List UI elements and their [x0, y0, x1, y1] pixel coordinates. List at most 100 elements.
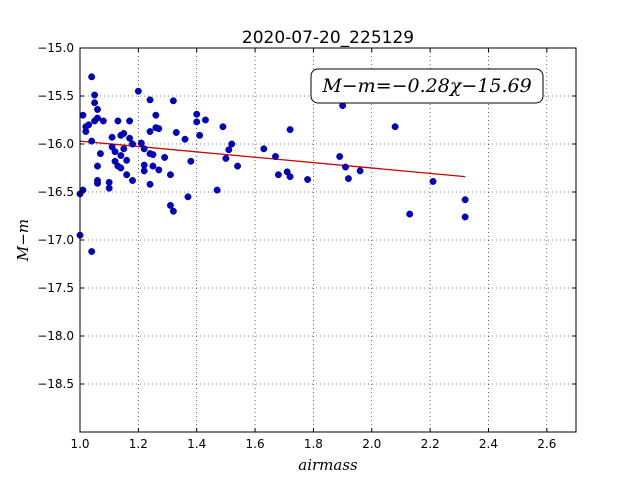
data-point	[286, 126, 294, 134]
data-point	[169, 97, 177, 105]
data-point	[304, 176, 312, 183]
data-point	[134, 87, 142, 95]
x-tick-label: 2.6	[537, 437, 556, 451]
y-tick-label: −18.0	[37, 329, 74, 343]
data-point	[461, 213, 469, 221]
data-point	[181, 135, 189, 143]
axis-ticks: 1.0 1.2 1.4 1.6 1.8 2.0 2.2 2.4 2.6 −15.0 −15.5 −16…	[37, 41, 576, 451]
data-point	[149, 151, 157, 159]
data-point	[228, 140, 236, 148]
y-tick-label: −17.5	[37, 281, 74, 295]
data-point	[91, 91, 99, 99]
data-point	[146, 96, 154, 104]
data-point	[94, 179, 101, 187]
data-point	[336, 153, 344, 160]
data-point	[137, 139, 145, 147]
data-point	[120, 145, 128, 153]
y-tick-label: −16.0	[37, 137, 74, 151]
data-point	[234, 162, 242, 170]
data-point	[219, 123, 227, 131]
y-tick-label: −16.5	[37, 185, 74, 199]
data-point	[172, 129, 180, 136]
data-point	[91, 99, 99, 107]
fit-equation-frame	[310, 68, 544, 104]
data-point	[149, 162, 157, 170]
data-point	[105, 178, 113, 186]
data-point	[114, 117, 122, 125]
data-points	[76, 73, 469, 255]
data-point	[94, 114, 101, 122]
data-point	[140, 145, 148, 153]
x-tick-label: 2.2	[421, 437, 440, 451]
data-point	[129, 177, 136, 184]
data-point	[105, 184, 113, 192]
y-tick-label: −18.5	[37, 377, 74, 391]
y-tick-label: −15.0	[37, 41, 74, 55]
data-point	[120, 129, 128, 137]
data-point	[342, 163, 349, 171]
data-point	[146, 128, 154, 135]
data-point	[96, 150, 104, 158]
data-point	[123, 156, 131, 164]
data-point	[187, 157, 195, 165]
data-point	[225, 146, 233, 154]
data-point	[99, 117, 107, 125]
data-point	[155, 166, 163, 174]
x-tick-label: 1.4	[187, 437, 206, 451]
data-point	[88, 248, 96, 255]
data-point	[126, 117, 134, 125]
data-point	[260, 145, 268, 153]
data-point	[344, 175, 352, 183]
data-point	[274, 171, 282, 179]
x-tick-label: 1.2	[129, 437, 148, 451]
data-point	[166, 201, 174, 209]
data-point	[129, 140, 136, 148]
data-point	[202, 116, 209, 124]
data-point	[166, 171, 174, 179]
y-tick-label: −17.0	[37, 233, 74, 247]
data-point	[88, 137, 96, 145]
x-tick-label: 1.6	[246, 437, 265, 451]
data-point	[117, 152, 125, 159]
data-point	[222, 154, 230, 162]
fit-equation: M−m=−0.28χ−15.69	[321, 75, 531, 97]
data-point	[161, 153, 169, 161]
x-axis-label: airmass	[298, 456, 358, 474]
data-point	[126, 134, 134, 142]
data-point	[461, 196, 469, 204]
data-point	[213, 186, 221, 194]
data-point	[79, 111, 87, 119]
data-point	[193, 110, 201, 118]
data-point	[169, 207, 177, 215]
x-tick-label: 1.8	[304, 437, 323, 451]
data-point	[152, 111, 160, 119]
data-point	[146, 180, 154, 188]
data-point	[193, 118, 201, 126]
data-point	[406, 210, 414, 218]
data-point	[123, 171, 131, 179]
chart-title: 2020-07-20_225129	[242, 28, 414, 48]
data-point	[117, 164, 125, 172]
data-point	[196, 131, 204, 139]
data-point	[88, 73, 96, 81]
data-point	[286, 173, 294, 181]
x-tick-label: 2.0	[362, 437, 381, 451]
grid	[79, 47, 576, 432]
data-point	[391, 123, 399, 131]
data-point	[155, 125, 163, 133]
data-point	[85, 121, 93, 129]
data-point	[356, 167, 364, 175]
data-point	[111, 148, 119, 156]
y-tick-label: −15.5	[37, 89, 74, 103]
x-tick-label: 2.4	[479, 437, 498, 451]
x-tick-label: 1.0	[70, 437, 89, 451]
data-point	[108, 133, 116, 141]
data-point	[140, 167, 148, 175]
data-point	[429, 177, 437, 185]
data-point	[94, 105, 101, 113]
data-point	[140, 161, 148, 169]
y-axis-label: M−m	[14, 219, 32, 262]
fit-equation-box: M−m=−0.28χ−15.69	[310, 68, 544, 104]
data-point	[272, 153, 279, 160]
